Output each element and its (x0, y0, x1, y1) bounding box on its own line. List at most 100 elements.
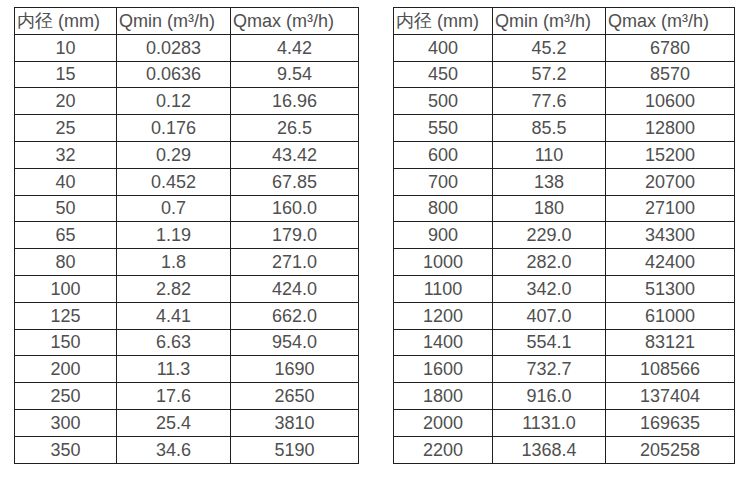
table-cell: 271.0 (231, 249, 359, 276)
table-cell: 2650 (231, 383, 359, 410)
table-cell: 300 (15, 409, 117, 436)
table-cell: 20 (15, 88, 117, 115)
table-cell: 5190 (231, 436, 359, 463)
table-cell: 10 (15, 34, 117, 61)
table-cell: 800 (394, 195, 493, 222)
table-row: 1100342.051300 (394, 275, 735, 302)
table-cell: 700 (394, 168, 493, 195)
table-row: 1400554.183121 (394, 329, 735, 356)
flow-table-large-diameter: 内径 (mm) Qmin (m³/h) Qmax (m³/h) 40045.2 6… (393, 7, 735, 464)
table-cell: 1368.4 (493, 436, 606, 463)
table-cell: 407.0 (493, 302, 606, 329)
table-header-row: 内径 (mm) Qmin (m³/h) Qmax (m³/h) (394, 8, 735, 35)
flow-table-small-diameter: 内径 (mm) Qmin (m³/h) Qmax (m³/h) 100.0283… (14, 7, 359, 464)
table-cell: 110 (493, 141, 606, 168)
table-cell: 342.0 (493, 275, 606, 302)
table-cell: 1.19 (117, 222, 231, 249)
table-row: 200.1216.96 (15, 88, 359, 115)
table-cell: 67.85 (231, 168, 359, 195)
column-header-inner-diameter: 内径 (mm) (394, 8, 493, 35)
table-cell: 57.2 (493, 61, 606, 88)
table-cell: 4.41 (117, 302, 231, 329)
table-row: 150.06369.54 (15, 61, 359, 88)
table-row: 801.8271.0 (15, 249, 359, 276)
table-cell: 0.29 (117, 141, 231, 168)
table-cell: 179.0 (231, 222, 359, 249)
table-cell: 15200 (606, 141, 735, 168)
table-cell: 150 (15, 329, 117, 356)
table-cell: 138 (493, 168, 606, 195)
table-cell: 500 (394, 88, 493, 115)
table-row: 900229.034300 (394, 222, 735, 249)
table-cell: 160.0 (231, 195, 359, 222)
table-row: 70013820700 (394, 168, 735, 195)
table-cell: 8570 (606, 61, 735, 88)
table-row: 22001368.4205258 (394, 436, 735, 463)
table-cell: 916.0 (493, 383, 606, 410)
table-cell: 45.2 (493, 34, 606, 61)
table-header-row: 内径 (mm) Qmin (m³/h) Qmax (m³/h) (15, 8, 359, 35)
table-cell: 11.3 (117, 356, 231, 383)
table-cell: 34300 (606, 222, 735, 249)
table-cell: 32 (15, 141, 117, 168)
table-cell: 400 (394, 34, 493, 61)
table-cell: 65 (15, 222, 117, 249)
column-header-inner-diameter: 内径 (mm) (15, 8, 117, 35)
table-cell: 43.42 (231, 141, 359, 168)
table-row: 25017.62650 (15, 383, 359, 410)
table-row: 30025.43810 (15, 409, 359, 436)
table-cell: 1200 (394, 302, 493, 329)
table-cell: 51300 (606, 275, 735, 302)
table-cell: 900 (394, 222, 493, 249)
column-header-qmin: Qmin (m³/h) (493, 8, 606, 35)
table-cell: 1131.0 (493, 409, 606, 436)
table-cell: 10600 (606, 88, 735, 115)
table-row: 50077.610600 (394, 88, 735, 115)
table-row: 55085.512800 (394, 115, 735, 142)
table-cell: 0.0283 (117, 34, 231, 61)
table-cell: 9.54 (231, 61, 359, 88)
table-row: 1506.63954.0 (15, 329, 359, 356)
table-cell: 40 (15, 168, 117, 195)
table-cell: 80 (15, 249, 117, 276)
table-row: 20011.31690 (15, 356, 359, 383)
table-row: 1000282.042400 (394, 249, 735, 276)
table-row: 320.2943.42 (15, 141, 359, 168)
table-cell: 180 (493, 195, 606, 222)
table-cell: 250 (15, 383, 117, 410)
table-cell: 550 (394, 115, 493, 142)
table-cell: 137404 (606, 383, 735, 410)
table-cell: 12800 (606, 115, 735, 142)
table-cell: 2200 (394, 436, 493, 463)
table-cell: 4.42 (231, 34, 359, 61)
table-cell: 0.7 (117, 195, 231, 222)
table-cell: 1800 (394, 383, 493, 410)
table-cell: 0.12 (117, 88, 231, 115)
table-row: 1002.82424.0 (15, 275, 359, 302)
table-row: 60011015200 (394, 141, 735, 168)
table-body: 40045.2678045057.2857050077.61060055085.… (394, 34, 735, 463)
table-cell: 1600 (394, 356, 493, 383)
table-row: 35034.65190 (15, 436, 359, 463)
table-row: 20001131.0169635 (394, 409, 735, 436)
table-cell: 16.96 (231, 88, 359, 115)
table-cell: 83121 (606, 329, 735, 356)
table-cell: 600 (394, 141, 493, 168)
table-cell: 1.8 (117, 249, 231, 276)
table-row: 250.17626.5 (15, 115, 359, 142)
table-cell: 1400 (394, 329, 493, 356)
table-row: 500.7160.0 (15, 195, 359, 222)
table-row: 1800916.0137404 (394, 383, 735, 410)
table-cell: 205258 (606, 436, 735, 463)
table-cell: 20700 (606, 168, 735, 195)
table-cell: 50 (15, 195, 117, 222)
table-cell: 2000 (394, 409, 493, 436)
table-cell: 450 (394, 61, 493, 88)
table-row: 45057.28570 (394, 61, 735, 88)
table-cell: 27100 (606, 195, 735, 222)
table-cell: 17.6 (117, 383, 231, 410)
column-header-qmax: Qmax (m³/h) (606, 8, 735, 35)
table-cell: 350 (15, 436, 117, 463)
table-cell: 100 (15, 275, 117, 302)
table-cell: 108566 (606, 356, 735, 383)
